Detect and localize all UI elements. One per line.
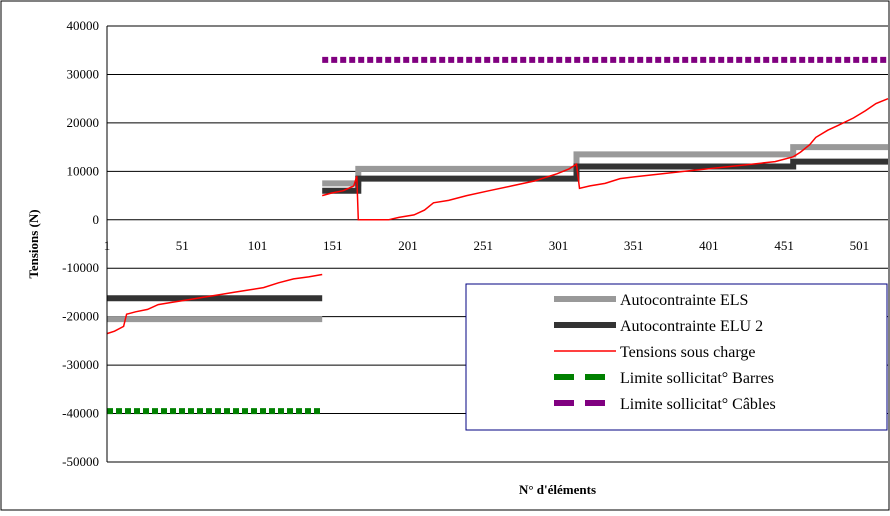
x-tick-label-5: 251 [473,238,493,253]
y-tick-label-2: 20000 [67,115,100,130]
series-1-segment-1 [322,158,888,194]
x-tick-label-3: 151 [323,238,343,253]
y-tick-label-6: -20000 [62,309,99,324]
y-tick-label-5: -10000 [62,260,99,275]
series-2 [106,98,889,335]
legend-label-3: Limite sollicitat° Barres [620,370,774,387]
x-axis-title: N° d'éléments [519,482,596,497]
x-tick-label-4: 201 [398,238,418,253]
x-tick-label-0: 1 [104,238,111,253]
y-axis-title: Tensions (N) [26,209,41,278]
legend-label-4: Limite sollicitat° Câbles [620,396,776,413]
x-tick-label-1: 51 [176,238,189,253]
series-2-segment-1 [321,98,889,221]
series-1 [107,158,888,302]
x-tick-label-6: 301 [549,238,569,253]
series-layer [106,56,889,415]
legend-box [465,283,888,431]
x-tick-label-8: 401 [699,238,719,253]
x-tick-label-2: 101 [248,238,268,253]
y-tick-label-8: -40000 [62,406,99,421]
y-tick-label-0: 40000 [67,18,100,33]
x-tick-label-10: 501 [850,238,870,253]
y-tick-label-4: 0 [93,212,100,227]
legend-label-0: Autocontrainte ELS [620,292,748,309]
x-tick-labels: 1 51 101 151 201 251 301 351 401 451 501 [104,238,869,253]
legend: Autocontrainte ELS Autocontrainte ELU 2 Te… [465,283,888,431]
series-2-segment-0 [106,273,323,335]
y-tick-label-3: 10000 [67,163,100,178]
x-tick-label-7: 351 [624,238,644,253]
legend-label-2: Tensions sous charge [620,344,755,361]
legend-label-1: Autocontrainte ELU 2 [620,318,763,335]
y-tick-label-7: -30000 [62,357,99,372]
y-tick-labels: 40000 30000 20000 10000 0 -10000 -20000 -30000 -… [62,18,99,469]
y-tick-label-1: 30000 [67,66,100,81]
x-tick-label-9: 451 [774,238,794,253]
y-tick-label-9: -50000 [62,454,99,469]
